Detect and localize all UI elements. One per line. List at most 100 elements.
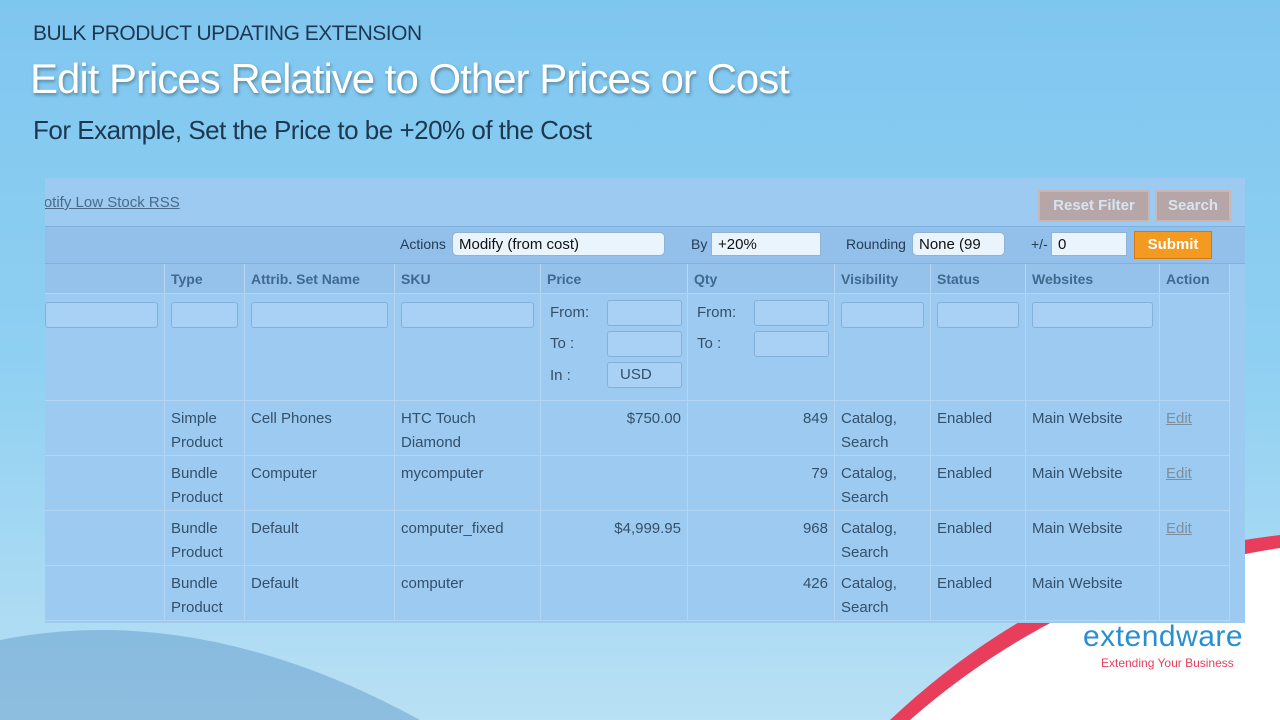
cell-text: Bundle Product <box>171 465 223 506</box>
row-cell: Main Website <box>1026 456 1160 511</box>
cell-text: Computer <box>251 465 317 482</box>
cell-text: Catalog, Search <box>841 575 897 616</box>
cell-text: Main Website <box>1032 575 1123 592</box>
row-cell: Main Website <box>1026 566 1160 621</box>
row-cell: Enabled <box>931 401 1026 456</box>
cell-text: Cell Phones <box>251 410 332 427</box>
row-cell <box>45 456 165 511</box>
filter-cell <box>835 294 931 401</box>
cell-text: Bundle Product <box>171 575 223 616</box>
filter-label: To : <box>697 335 722 352</box>
filter-cell <box>541 294 688 401</box>
row-cell: Catalog, Search <box>835 401 931 456</box>
actions-bar: Actions Modify (from cost) By +20% Round… <box>45 226 1245 264</box>
filter-select[interactable] <box>251 302 388 328</box>
by-input[interactable]: +20% <box>711 232 821 256</box>
cell-text: Catalog, Search <box>841 410 897 451</box>
cell-text: Catalog, Search <box>841 520 897 561</box>
filter-input[interactable] <box>401 302 534 328</box>
cell-text: 79 <box>811 465 828 482</box>
by-label: By <box>691 236 708 252</box>
header-cell: Price <box>541 264 688 294</box>
row-cell <box>45 511 165 566</box>
rss-link[interactable]: Notify Low Stock RSS <box>45 194 180 211</box>
filter-cell <box>45 294 165 401</box>
cell-text: mycomputer <box>401 465 484 482</box>
edit-link[interactable]: Edit <box>1166 520 1192 537</box>
filter-input[interactable] <box>607 300 682 326</box>
filter-cell <box>931 294 1026 401</box>
filter-cell <box>1026 294 1160 401</box>
row-cell <box>541 456 688 511</box>
row-cell <box>541 566 688 621</box>
row-cell: Edit <box>1160 456 1230 511</box>
filter-cell <box>395 294 541 401</box>
header-cell: Type <box>165 264 245 294</box>
filter-cell <box>688 294 835 401</box>
filter-label: In : <box>550 367 571 384</box>
cell-text: 968 <box>802 520 828 537</box>
edit-link[interactable]: Edit <box>1166 410 1192 427</box>
filter-select[interactable] <box>1032 302 1153 328</box>
filter-input[interactable] <box>607 331 682 357</box>
row-cell: computer <box>395 566 541 621</box>
row-cell: Enabled <box>931 456 1026 511</box>
header-cell: Qty <box>688 264 835 294</box>
row-cell: Default <box>245 511 395 566</box>
cell-text: Main Website <box>1032 520 1123 537</box>
plusminus-input[interactable]: 0 <box>1051 232 1127 256</box>
currency-select[interactable]: USD <box>607 362 682 388</box>
header-cell: Attrib. Set Name <box>245 264 395 294</box>
header-cell: SKU <box>395 264 541 294</box>
filter-label: From: <box>697 304 737 321</box>
rounding-select[interactable]: None (99 <box>912 232 1005 256</box>
actions-label: Actions <box>400 236 446 252</box>
filter-label: To : <box>550 335 575 352</box>
search-button[interactable]: Search <box>1155 190 1231 222</box>
reset-filter-button[interactable]: Reset Filter <box>1038 190 1150 222</box>
row-cell: Bundle Product <box>165 566 245 621</box>
cell-text: HTC Touch Diamond <box>401 410 476 451</box>
row-cell: Edit <box>1160 511 1230 566</box>
row-cell: Cell Phones <box>245 401 395 456</box>
header-cell: Action <box>1160 264 1230 294</box>
cell-text: Catalog, Search <box>841 465 897 506</box>
filter-input[interactable] <box>754 331 829 357</box>
row-cell: Default <box>245 566 395 621</box>
cell-text: 426 <box>802 575 828 592</box>
filter-cell <box>165 294 245 401</box>
row-cell: Main Website <box>1026 401 1160 456</box>
filter-select[interactable] <box>937 302 1019 328</box>
edit-link[interactable]: Edit <box>1166 465 1192 482</box>
row-cell: Enabled <box>931 511 1026 566</box>
row-cell: Computer <box>245 456 395 511</box>
subtitle: For Example, Set the Price to be +20% of… <box>33 115 592 145</box>
cell-text: Default <box>251 575 299 592</box>
row-cell: Enabled <box>931 566 1026 621</box>
filter-input[interactable] <box>754 300 829 326</box>
actions-select[interactable]: Modify (from cost) <box>452 232 665 256</box>
cell-text: $4,999.95 <box>614 520 681 537</box>
grid-table: Type Attrib. Set Name SKU Price From: To : In … <box>45 264 1245 623</box>
row-cell: 426 <box>688 566 835 621</box>
brand-tagline: Extending Your Business <box>1101 656 1234 670</box>
row-cell: mycomputer <box>395 456 541 511</box>
cell-text: computer_fixed <box>401 520 504 537</box>
row-cell: Main Website <box>1026 511 1160 566</box>
row-cell <box>45 566 165 621</box>
row-cell: Bundle Product <box>165 456 245 511</box>
filter-select[interactable] <box>841 302 924 328</box>
plusminus-label: +/- <box>1031 236 1048 252</box>
row-cell <box>45 401 165 456</box>
cell-text: Enabled <box>937 410 993 427</box>
filter-input[interactable] <box>45 302 158 328</box>
cell-text: Main Website <box>1032 410 1123 427</box>
cell-text: $750.00 <box>626 410 681 427</box>
row-cell: $4,999.95 <box>541 511 688 566</box>
submit-button[interactable]: Submit <box>1134 231 1212 259</box>
row-cell: Catalog, Search <box>835 511 931 566</box>
cell-text: Enabled <box>937 575 993 592</box>
row-cell <box>1160 566 1230 621</box>
filter-select[interactable] <box>171 302 238 328</box>
header-cell: Websites <box>1026 264 1160 294</box>
